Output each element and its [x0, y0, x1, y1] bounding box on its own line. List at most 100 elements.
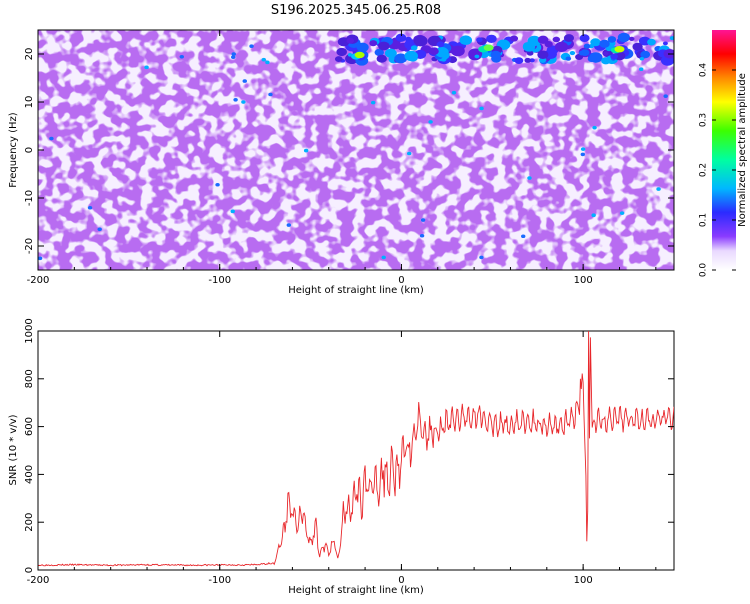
spectrogram-noise-field: [38, 30, 674, 270]
noise-spot: [580, 147, 586, 151]
noise-spot: [231, 52, 236, 56]
band-spot: [413, 35, 428, 47]
snr-y-tick-label: 1000: [24, 318, 35, 343]
noise-spot: [261, 57, 266, 62]
noise-spot: [215, 182, 220, 187]
noise-spot: [591, 213, 596, 217]
noise-spot: [233, 97, 238, 102]
snr-frame: [37, 330, 675, 571]
band-spot: [580, 49, 590, 56]
noise-spot: [639, 56, 645, 61]
colorbar: 0.0 0.1 0.2 0.3 0.4 Normalized spectral ampl…: [699, 30, 748, 278]
band-spot: [346, 37, 355, 44]
band-spot: [537, 35, 549, 44]
noise-spot: [268, 92, 273, 97]
band-spot: [356, 42, 369, 52]
colorbar-tick-label: 0.0: [699, 263, 709, 278]
chart-title: S196.2025.345.06.25.R08: [271, 3, 441, 18]
band-spot: [590, 38, 601, 47]
band-spot: [552, 36, 561, 43]
spectrogram-y-tick-label: -10: [24, 190, 35, 206]
noise-spot: [144, 65, 149, 70]
noise-spot: [406, 151, 412, 156]
noise-spot: [619, 211, 625, 215]
band-peak: [483, 44, 494, 51]
spectrogram-high-amplitude-band: [38, 32, 674, 261]
snr-series-line: [38, 331, 674, 567]
snr-y-tick-label: 0: [24, 567, 35, 573]
band-spot: [404, 50, 419, 62]
spectrogram-y-label: Frequency (Hz): [8, 112, 19, 188]
noise-spot: [347, 52, 353, 57]
noise-spot: [179, 55, 184, 59]
band-spot: [632, 42, 643, 51]
noise-spot: [381, 255, 386, 260]
band-spot: [459, 35, 473, 45]
noise-spot: [521, 234, 526, 239]
noise-spot: [303, 148, 309, 153]
band-spot: [537, 50, 549, 60]
snr-y-tick-label: 600: [24, 417, 35, 436]
band-spot: [601, 57, 611, 65]
noise-spot: [97, 227, 102, 232]
noise-spot: [451, 90, 457, 95]
band-spot: [563, 34, 575, 42]
noise-spot: [370, 100, 376, 105]
band-spot: [602, 51, 609, 56]
band-spot: [410, 45, 418, 51]
colorbar-tick-label: 0.4: [699, 63, 709, 78]
band-spot: [336, 47, 348, 57]
band-spot: [395, 33, 407, 42]
noise-spot: [230, 209, 235, 214]
noise-spot: [249, 44, 254, 49]
band-spot: [474, 54, 480, 59]
spectrogram-x-tick-label: 100: [574, 275, 593, 286]
band-spot: [490, 50, 501, 59]
noise-spot: [428, 120, 433, 124]
noise-spot: [592, 125, 597, 130]
band-peak: [614, 46, 625, 53]
band-spot: [514, 57, 524, 64]
snr-x-tick-label: -100: [208, 575, 231, 586]
band-spot: [647, 38, 656, 46]
spectrogram-x-tick-label: -200: [27, 275, 50, 286]
band-spot: [334, 56, 343, 62]
noise-spot: [639, 67, 644, 72]
band-spot: [579, 34, 590, 42]
colorbar-axis: 0.0 0.1 0.2 0.3 0.4: [699, 63, 736, 278]
noise-spot: [242, 79, 247, 83]
colorbar-gradient: [712, 30, 736, 270]
noise-spot: [479, 255, 484, 260]
noise-spot: [231, 55, 236, 59]
band-spot: [394, 53, 408, 64]
snr-y-tick-label: 200: [24, 513, 35, 532]
snr-x-tick-label: 0: [398, 575, 404, 586]
spectrogram-y-tick-label: 0: [24, 147, 35, 153]
noise-spot: [420, 218, 426, 222]
colorbar-tick-label: 0.2: [699, 163, 709, 177]
spectrogram-y-tick-label: 10: [24, 96, 35, 109]
spectrogram-y-tick-label: -20: [24, 238, 35, 254]
snr-y-tick-label: 400: [24, 465, 35, 484]
band-spot: [526, 50, 534, 56]
noise-spot: [419, 233, 425, 238]
band-spot: [384, 48, 397, 58]
band-spot: [610, 53, 618, 60]
band-spot: [369, 40, 378, 47]
band-spot: [565, 56, 572, 61]
band-spot: [554, 41, 569, 52]
band-spot: [450, 45, 465, 57]
band-spot: [524, 57, 531, 63]
colorbar-label: Normalized spectral amplitude: [737, 73, 748, 227]
noise-spot: [286, 223, 292, 227]
noise-spot: [49, 136, 54, 141]
spectrogram-x-tick-label: -100: [208, 275, 231, 286]
band-spot: [628, 36, 635, 41]
noise-spot: [663, 94, 668, 98]
